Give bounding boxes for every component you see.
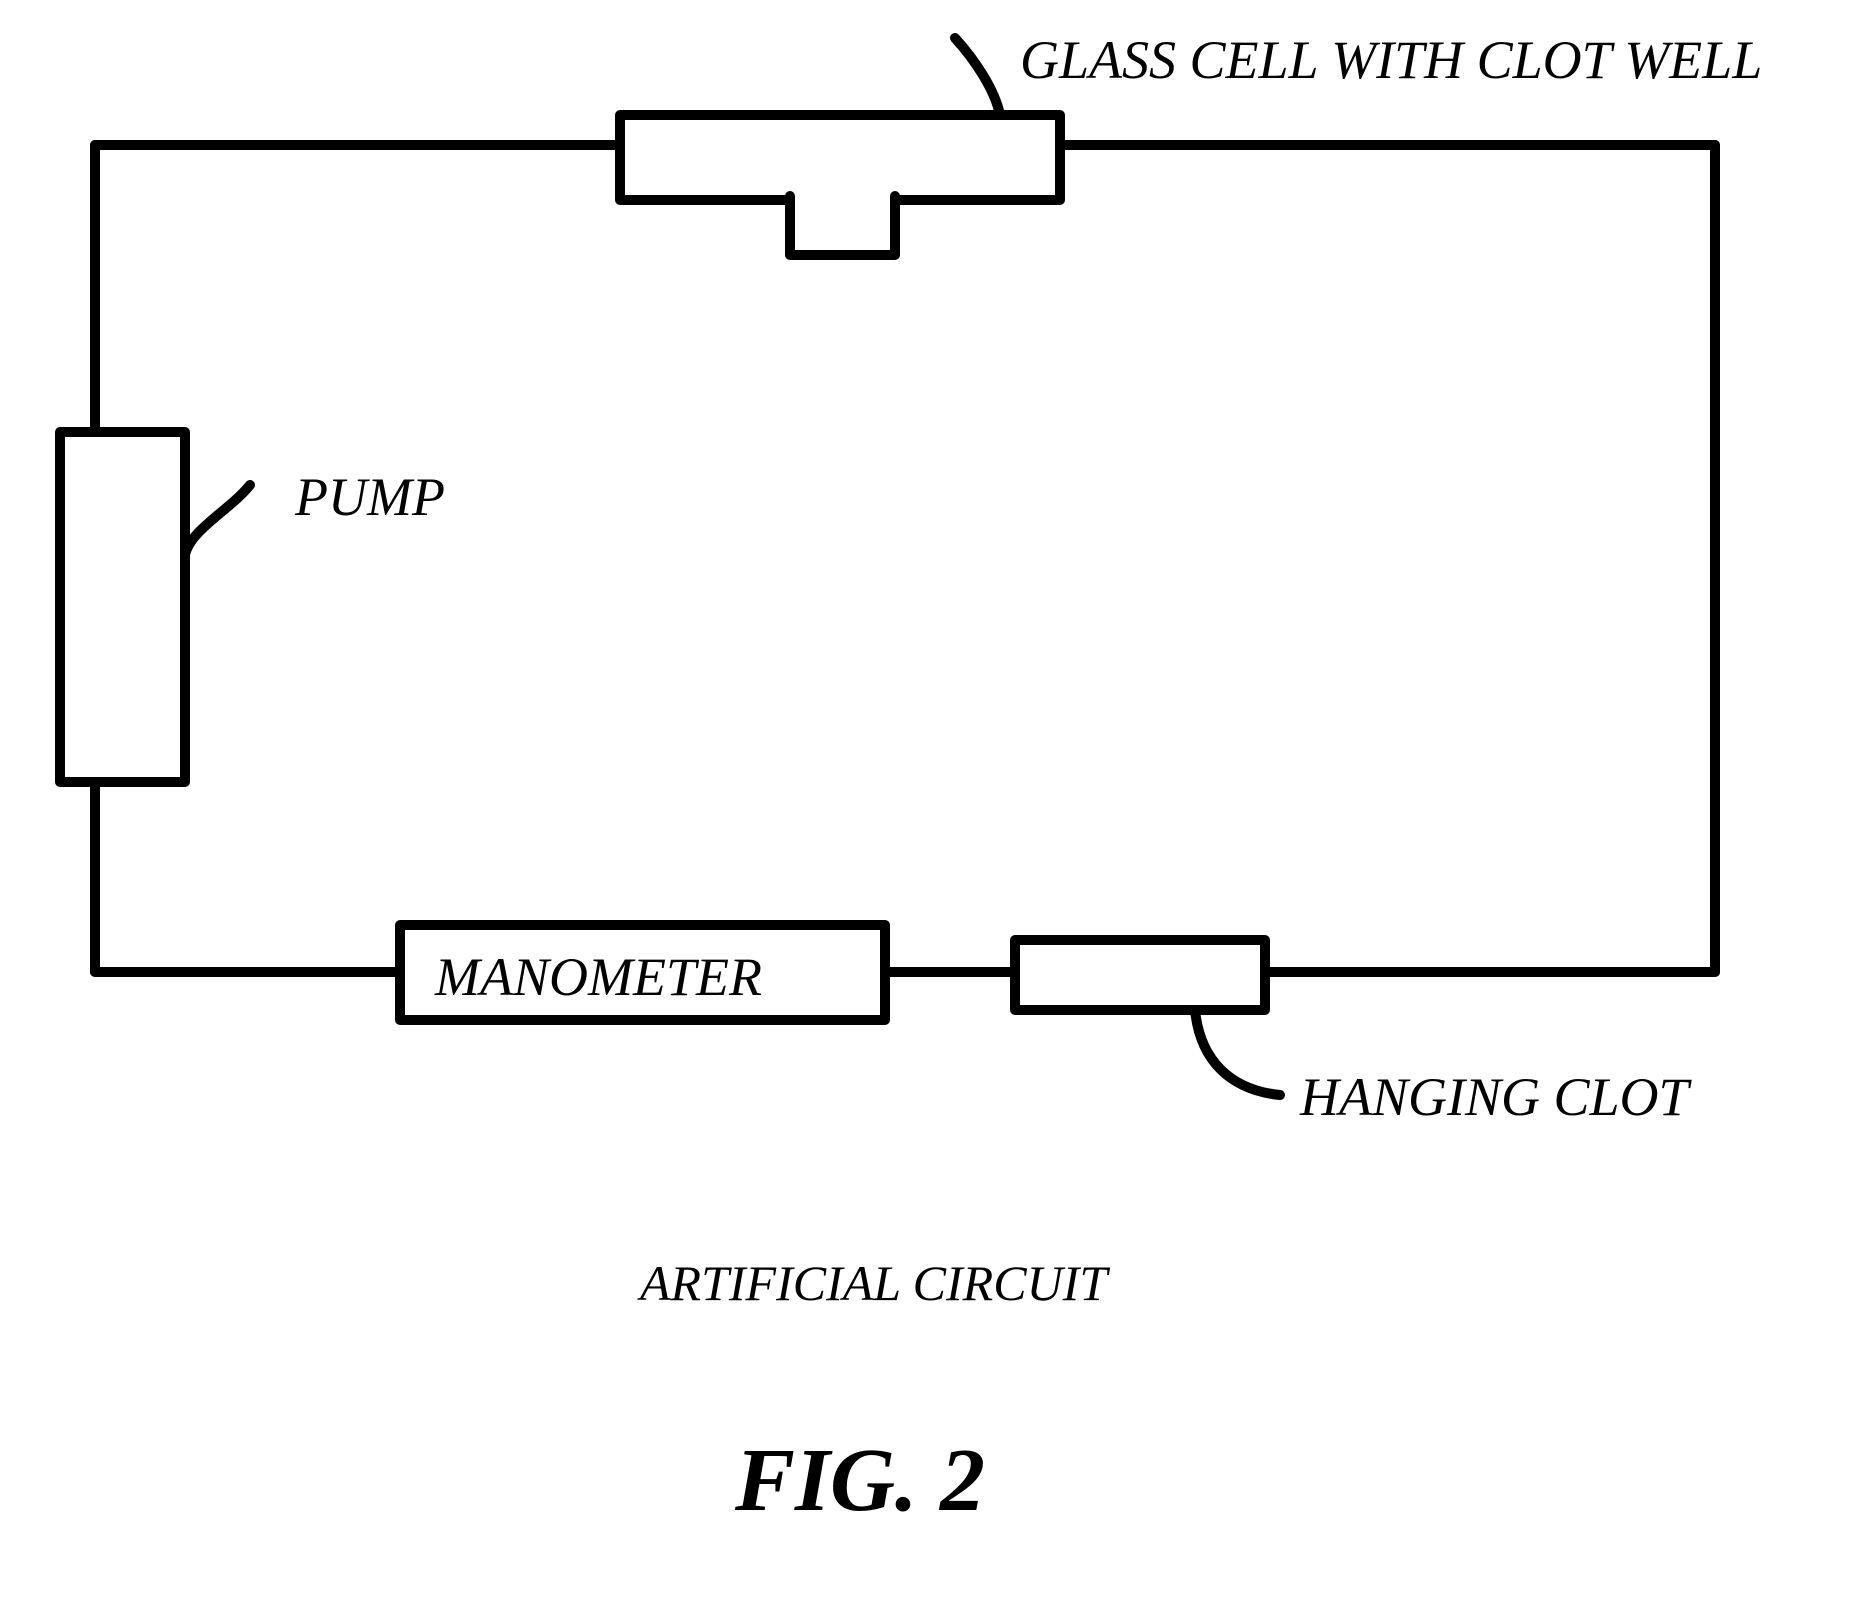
pump-box	[60, 432, 185, 782]
leader-glass-cell	[955, 38, 1000, 115]
leader-hanging	[1195, 1010, 1280, 1095]
glass-cell-box	[620, 115, 1060, 200]
hanging-clot-box	[1015, 940, 1265, 1010]
figure-label: FIG. 2	[734, 1431, 985, 1530]
caption: ARTIFICIAL CIRCUIT	[637, 1255, 1110, 1311]
hanging-clot-label: HANGING CLOT	[1299, 1067, 1693, 1127]
glass-cell-well-mask	[790, 190, 895, 210]
pump-label: PUMP	[294, 467, 445, 527]
leader-pump	[185, 485, 250, 555]
manometer-label: MANOMETER	[434, 947, 762, 1007]
glass-cell-label: GLASS CELL WITH CLOT WELL	[1020, 30, 1762, 90]
